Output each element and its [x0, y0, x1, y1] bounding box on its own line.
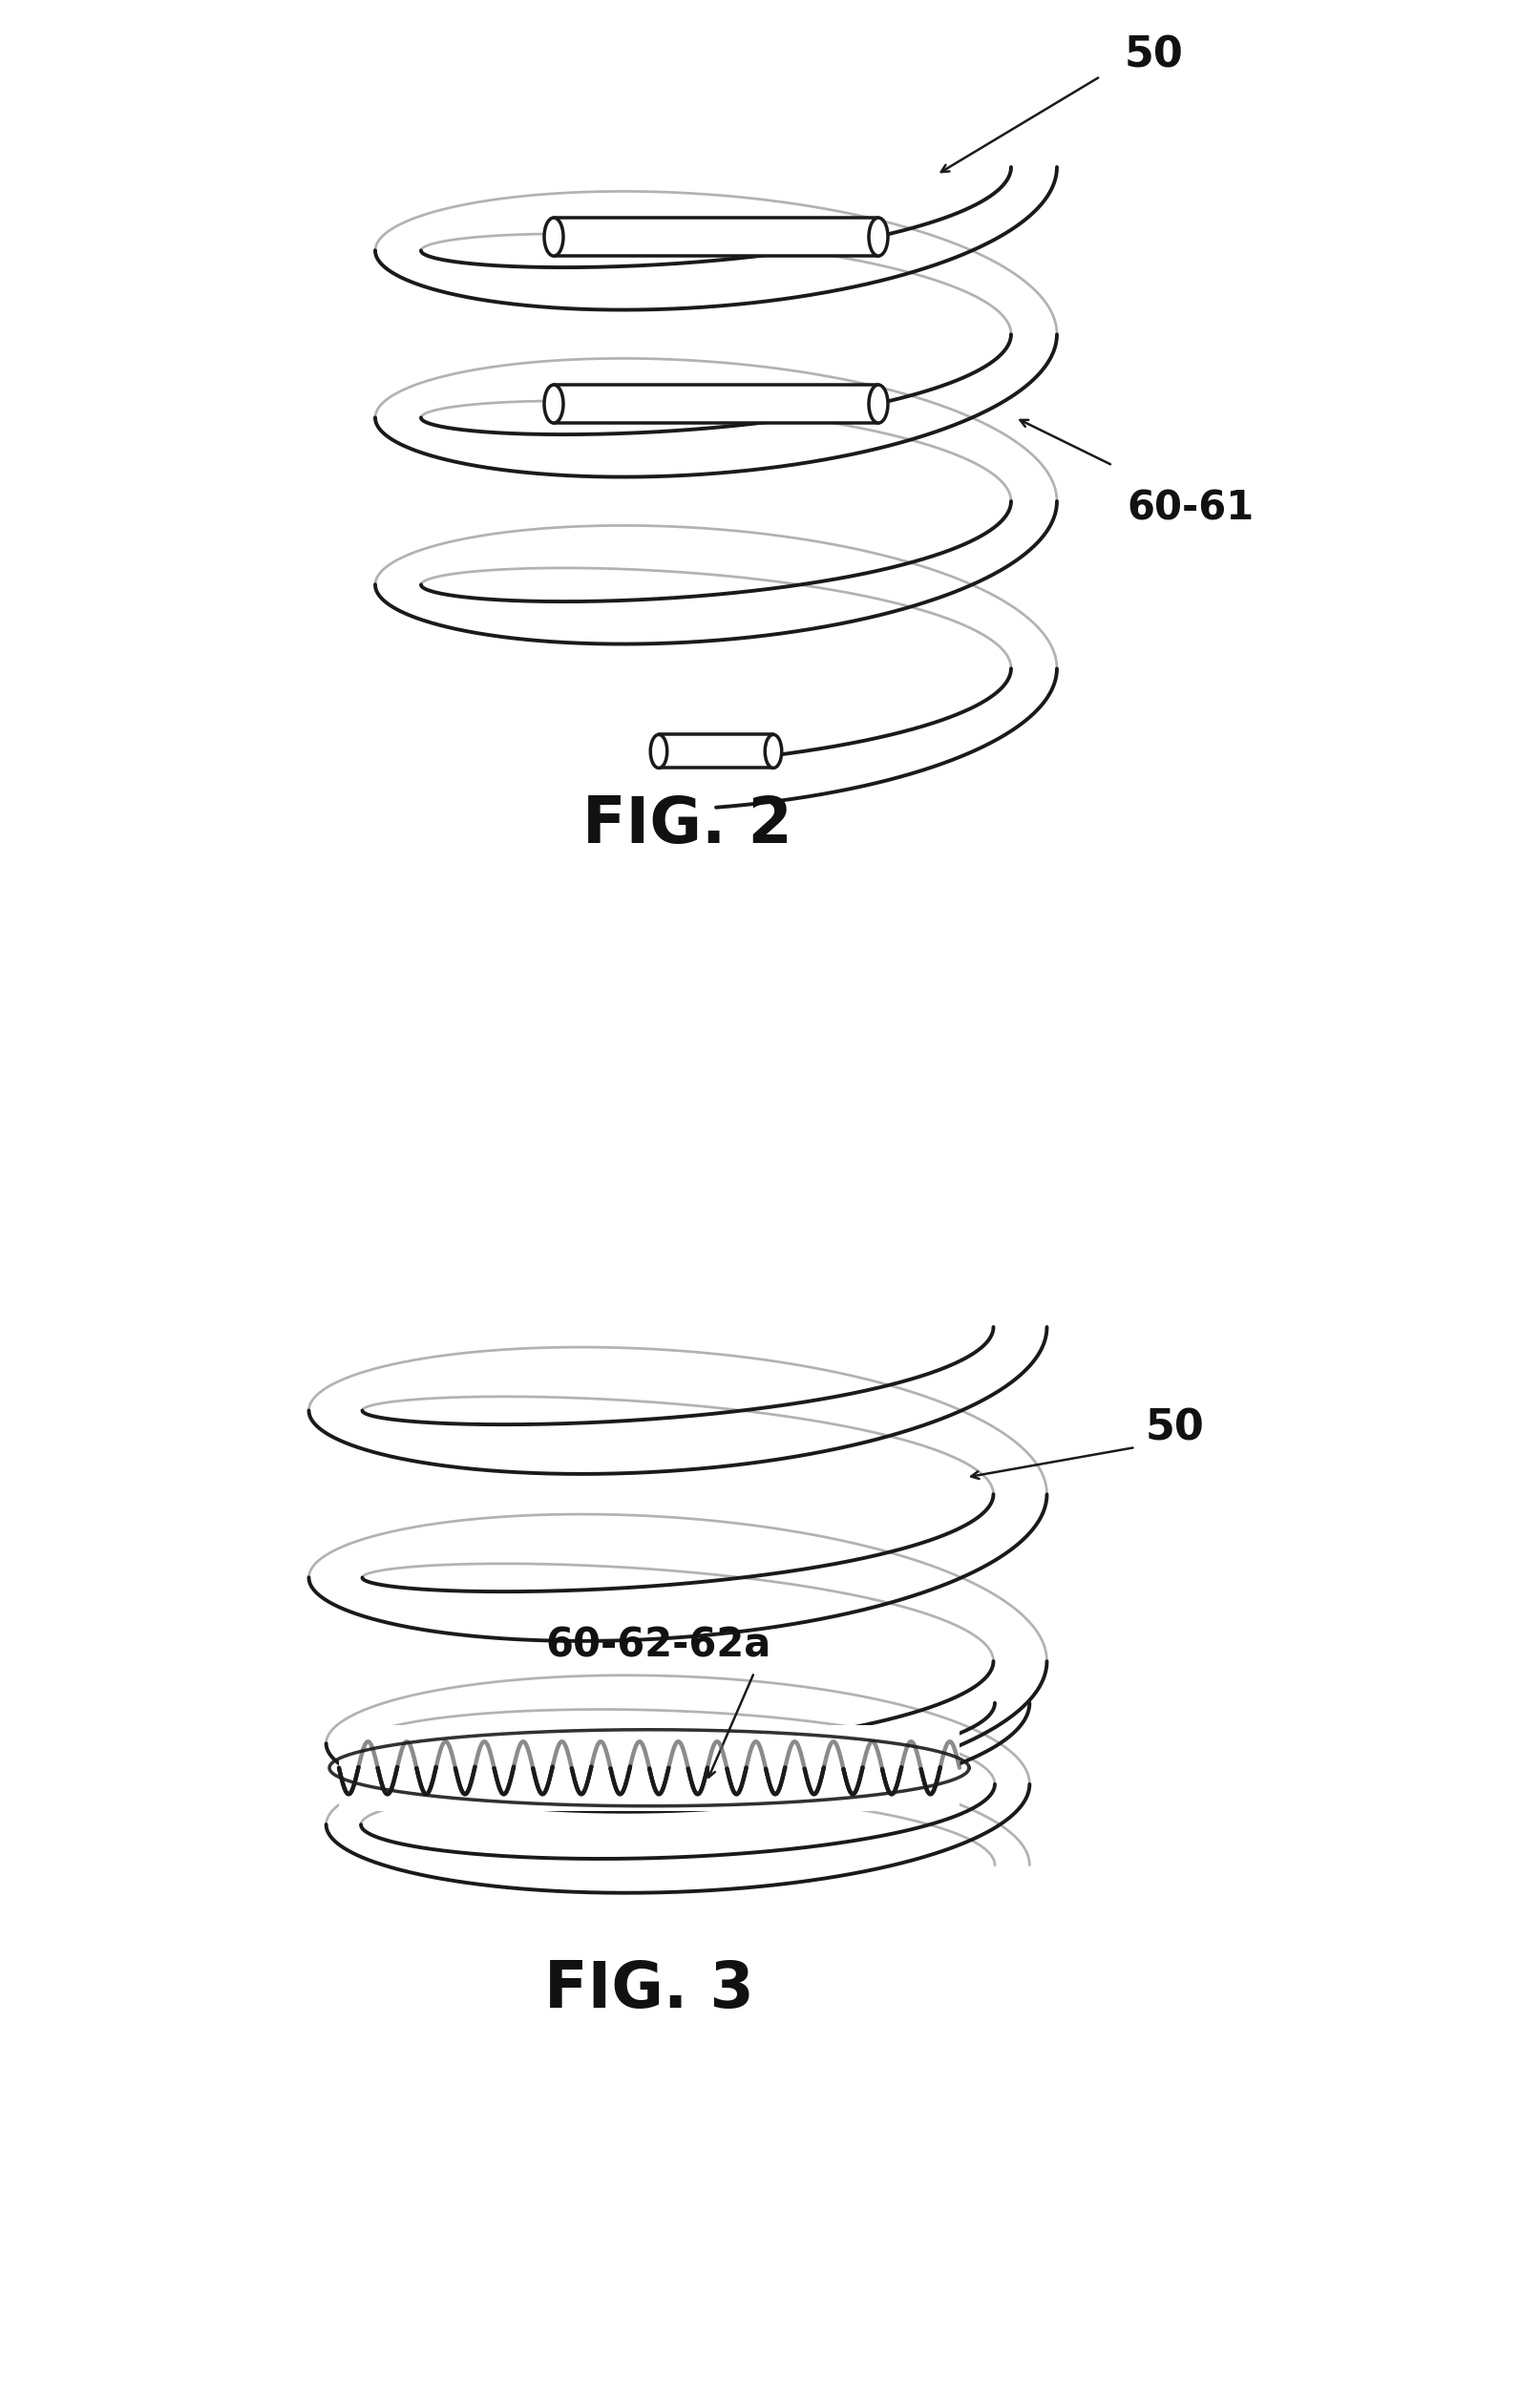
Text: 50: 50 [1124, 36, 1183, 77]
Text: FIG. 3: FIG. 3 [544, 1958, 755, 2020]
Ellipse shape [650, 735, 667, 769]
Text: 60-62-62a: 60-62-62a [547, 1626, 772, 1665]
Polygon shape [659, 735, 773, 769]
Polygon shape [554, 219, 878, 257]
Text: FIG. 2: FIG. 2 [582, 793, 792, 855]
Ellipse shape [869, 384, 889, 423]
Ellipse shape [544, 384, 564, 423]
Ellipse shape [544, 219, 564, 257]
Text: 50: 50 [1144, 1408, 1204, 1448]
Polygon shape [339, 1725, 959, 1811]
Ellipse shape [869, 219, 889, 257]
Ellipse shape [765, 735, 782, 769]
Polygon shape [554, 384, 878, 423]
Text: 60-61: 60-61 [1127, 488, 1254, 528]
